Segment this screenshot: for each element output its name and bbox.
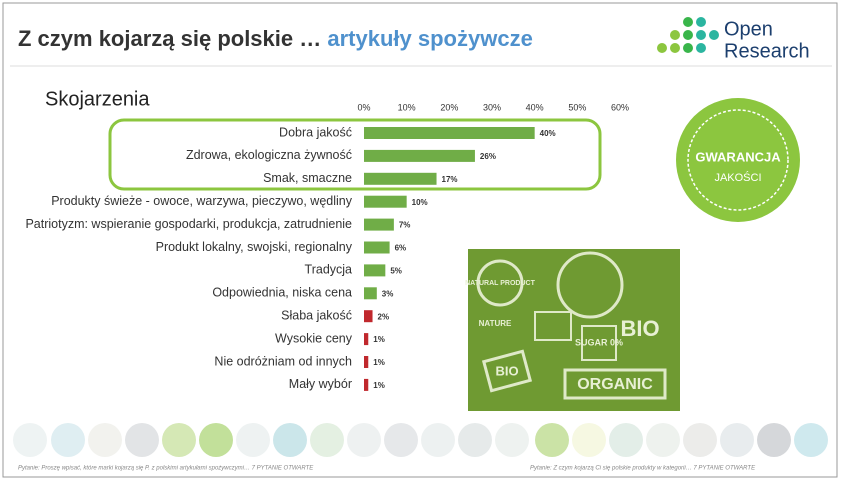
footnote: Pytanie: Z czym kojarzą Ci się polskie p… xyxy=(530,466,756,472)
image-text: NATURE xyxy=(479,319,512,328)
bar xyxy=(364,264,386,277)
value-label: 1% xyxy=(373,381,385,390)
footnote: Pytanie: Proszę wpisać, które marki koja… xyxy=(18,466,314,472)
value-label: 2% xyxy=(378,312,390,321)
value-label: 1% xyxy=(373,358,385,367)
value-label: 5% xyxy=(390,267,402,276)
bar xyxy=(364,218,394,231)
bar xyxy=(364,378,369,391)
x-tick-label: 50% xyxy=(568,102,586,112)
bar xyxy=(364,287,377,300)
category-label: Mały wybór xyxy=(289,377,352,391)
category-label: Patriotyzm: wspieranie gospodarki, produ… xyxy=(25,217,352,231)
category-label: Wysokie ceny xyxy=(275,331,353,345)
decor-circles xyxy=(13,423,828,457)
logo-text: Research xyxy=(724,40,810,62)
value-label: 10% xyxy=(412,198,428,207)
image-text: SUGAR 0% xyxy=(575,337,623,347)
logo-dots xyxy=(657,17,719,53)
bar xyxy=(364,310,373,323)
category-label: Produkty świeże - owoce, warzywa, pieczy… xyxy=(51,194,353,208)
value-label: 3% xyxy=(382,289,394,298)
title-highlight: artykuły spożywcze xyxy=(327,26,532,51)
bar xyxy=(364,127,535,139)
x-tick-label: 40% xyxy=(526,102,544,112)
category-label: Słaba jakość xyxy=(281,308,352,322)
category-label: Zdrowa, ekologiczna żywność xyxy=(186,148,352,162)
category-label: Produkt lokalny, swojski, regionalny xyxy=(156,240,353,254)
badge: GWARANCJA JAKOŚCI xyxy=(676,98,800,222)
category-label: Odpowiednia, niska cena xyxy=(212,286,352,300)
bar xyxy=(364,149,475,162)
x-tick-label: 20% xyxy=(440,102,458,112)
value-label: 26% xyxy=(480,152,496,161)
value-label: 6% xyxy=(395,244,407,253)
title-main: Z czym kojarzą się polskie … xyxy=(18,26,321,51)
image-text: BIO xyxy=(495,363,518,378)
x-tick-label: 30% xyxy=(483,102,501,112)
value-label: 17% xyxy=(442,175,458,184)
bar xyxy=(364,195,407,208)
image-text: BIO xyxy=(620,316,659,341)
x-tick-label: 0% xyxy=(357,102,370,112)
bar xyxy=(364,356,369,368)
bar xyxy=(364,333,369,346)
bar xyxy=(364,241,390,254)
image-text: NATURAL PRODUCT xyxy=(465,280,535,287)
value-label: 40% xyxy=(540,129,556,138)
category-label: Tradycja xyxy=(305,263,353,277)
category-label: Dobra jakość xyxy=(279,125,352,139)
badge-text: GWARANCJA xyxy=(695,149,781,164)
logo-text: Open xyxy=(724,18,773,40)
image-text: ORGANIC xyxy=(577,376,653,393)
organic-image: NATURAL PRODUCT NATURE SUGAR 0% BIO BIO … xyxy=(465,249,680,411)
badge-text: JAKOŚCI xyxy=(714,171,761,184)
x-tick-label: 10% xyxy=(398,102,416,112)
value-label: 7% xyxy=(399,221,411,230)
title: Z czym kojarzą się polskie … artykuły sp… xyxy=(18,26,533,51)
highlight-frame xyxy=(108,118,602,191)
category-label: Nie odróżniam od innych xyxy=(214,354,352,368)
bar xyxy=(364,172,437,185)
category-label: Smak, smaczne xyxy=(263,171,352,185)
subtitle: Skojarzenia xyxy=(45,88,150,110)
value-label: 1% xyxy=(373,335,385,344)
x-tick-label: 60% xyxy=(611,102,629,112)
